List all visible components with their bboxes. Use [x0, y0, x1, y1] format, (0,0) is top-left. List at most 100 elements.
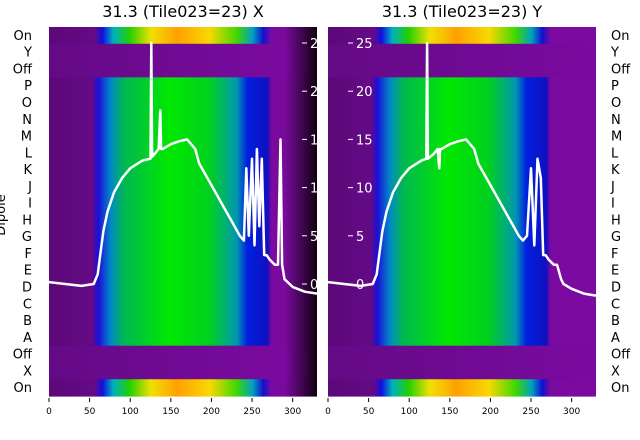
row-label: O — [22, 96, 32, 111]
row-label: B — [23, 314, 32, 329]
xtick-label: 200 — [203, 407, 220, 417]
heatmap-row-p — [49, 77, 317, 95]
line-ytick-label: 20 — [310, 85, 327, 100]
row-label: P — [24, 79, 32, 94]
xtick-label: 300 — [563, 407, 580, 417]
line-ytick-label: 25 — [310, 37, 327, 52]
xtick-label: 50 — [363, 407, 375, 417]
row-label: N — [22, 113, 32, 128]
heatmap-row-b — [49, 312, 317, 330]
heatmap-row-d — [49, 278, 317, 296]
row-label: O — [611, 96, 621, 111]
row-label: Off — [13, 62, 33, 77]
row-label: Y — [610, 46, 619, 61]
row-label: X — [611, 364, 620, 379]
row-label: P — [611, 79, 619, 94]
heatmap-row-b — [328, 312, 596, 330]
heatmap-row-p — [328, 77, 596, 95]
row-label: L — [25, 146, 33, 161]
row-label: J — [610, 180, 615, 195]
heatmap-row-j — [49, 177, 317, 196]
row-label: K — [23, 163, 32, 178]
heatmap-row-c — [328, 295, 596, 313]
heatmap-row-y — [49, 43, 317, 62]
heatmap-row-x — [49, 362, 317, 380]
heatmap-row-y — [328, 43, 596, 62]
heatmap-row-k — [49, 161, 317, 179]
line-ytick-label: 20 — [356, 85, 373, 100]
line-ytick-label: 25 — [356, 37, 373, 52]
xtick-label: 50 — [84, 407, 96, 417]
row-label: C — [611, 297, 620, 312]
xtick-label: 100 — [401, 407, 418, 417]
row-label: A — [23, 331, 32, 346]
heatmap-row-a — [49, 328, 317, 347]
row-label: A — [611, 331, 620, 346]
row-label: Off — [611, 348, 631, 363]
row-label: I — [28, 197, 32, 212]
row-label: E — [611, 264, 619, 279]
row-label: Y — [23, 46, 32, 61]
heatmap-row-o — [49, 94, 317, 112]
overlay-line — [48, 41, 318, 295]
row-label: J — [27, 180, 32, 195]
xtick-label: 100 — [122, 407, 139, 417]
heatmap-row-h — [49, 211, 317, 229]
heatmap-row-d — [328, 278, 596, 296]
heatmap-row-f — [328, 245, 596, 263]
row-label: K — [611, 163, 620, 178]
heatmap-row-on — [328, 379, 596, 397]
row-label: I — [611, 197, 615, 212]
xtick-label: 0 — [46, 407, 52, 417]
heatmap-row-o — [328, 94, 596, 112]
row-label: M — [21, 130, 32, 145]
heatmap-row-g — [49, 228, 317, 246]
row-label: H — [611, 213, 621, 228]
heatmap-row-off — [49, 60, 317, 78]
row-label: G — [611, 230, 621, 245]
row-label: D — [22, 280, 32, 295]
heatmap-row-g — [328, 228, 596, 246]
line-ytick-label: 10 — [310, 182, 327, 197]
row-label: D — [611, 280, 621, 295]
heatmap-row-e — [49, 261, 317, 280]
row-label: On — [14, 29, 32, 44]
line-ytick-label: 15 — [310, 133, 327, 148]
heatmap-row-e — [328, 261, 596, 280]
heatmap-row-c — [49, 295, 317, 313]
xtick-label: 250 — [522, 407, 539, 417]
xtick-label: 150 — [162, 407, 179, 417]
row-label: H — [22, 213, 32, 228]
heatmap-row-k — [328, 161, 596, 179]
chart-title: 31.3 (Tile023=23) Y — [382, 2, 543, 21]
heatmap-row-l — [328, 144, 596, 162]
heatmap-row-off — [328, 345, 596, 364]
heatmap-row-f — [49, 245, 317, 263]
heatmap-row-on — [49, 27, 317, 45]
heatmap-row-x — [328, 362, 596, 380]
heatmap-row-m — [328, 127, 596, 146]
row-label: G — [22, 230, 32, 245]
xtick-label: 150 — [441, 407, 458, 417]
line-ytick-label: 5 — [310, 230, 318, 245]
line-ytick-label: 0 — [310, 278, 318, 293]
row-label: On — [611, 381, 629, 396]
row-label: Off — [13, 348, 33, 363]
chart-title: 31.3 (Tile023=23) X — [102, 2, 264, 21]
line-ytick-label: 15 — [356, 133, 373, 148]
heatmap-row-on — [49, 379, 317, 397]
row-label: On — [14, 381, 32, 396]
xtick-label: 300 — [284, 407, 301, 417]
heatmap-row-off — [49, 345, 317, 364]
row-label: X — [23, 364, 32, 379]
heatmap-row-l — [49, 144, 317, 162]
heatmap-row-i — [328, 194, 596, 213]
heatmap-row-off — [328, 60, 596, 78]
heatmap-row-m — [49, 127, 317, 146]
heatmap-row-h — [328, 211, 596, 229]
xtick-label: 250 — [243, 407, 260, 417]
